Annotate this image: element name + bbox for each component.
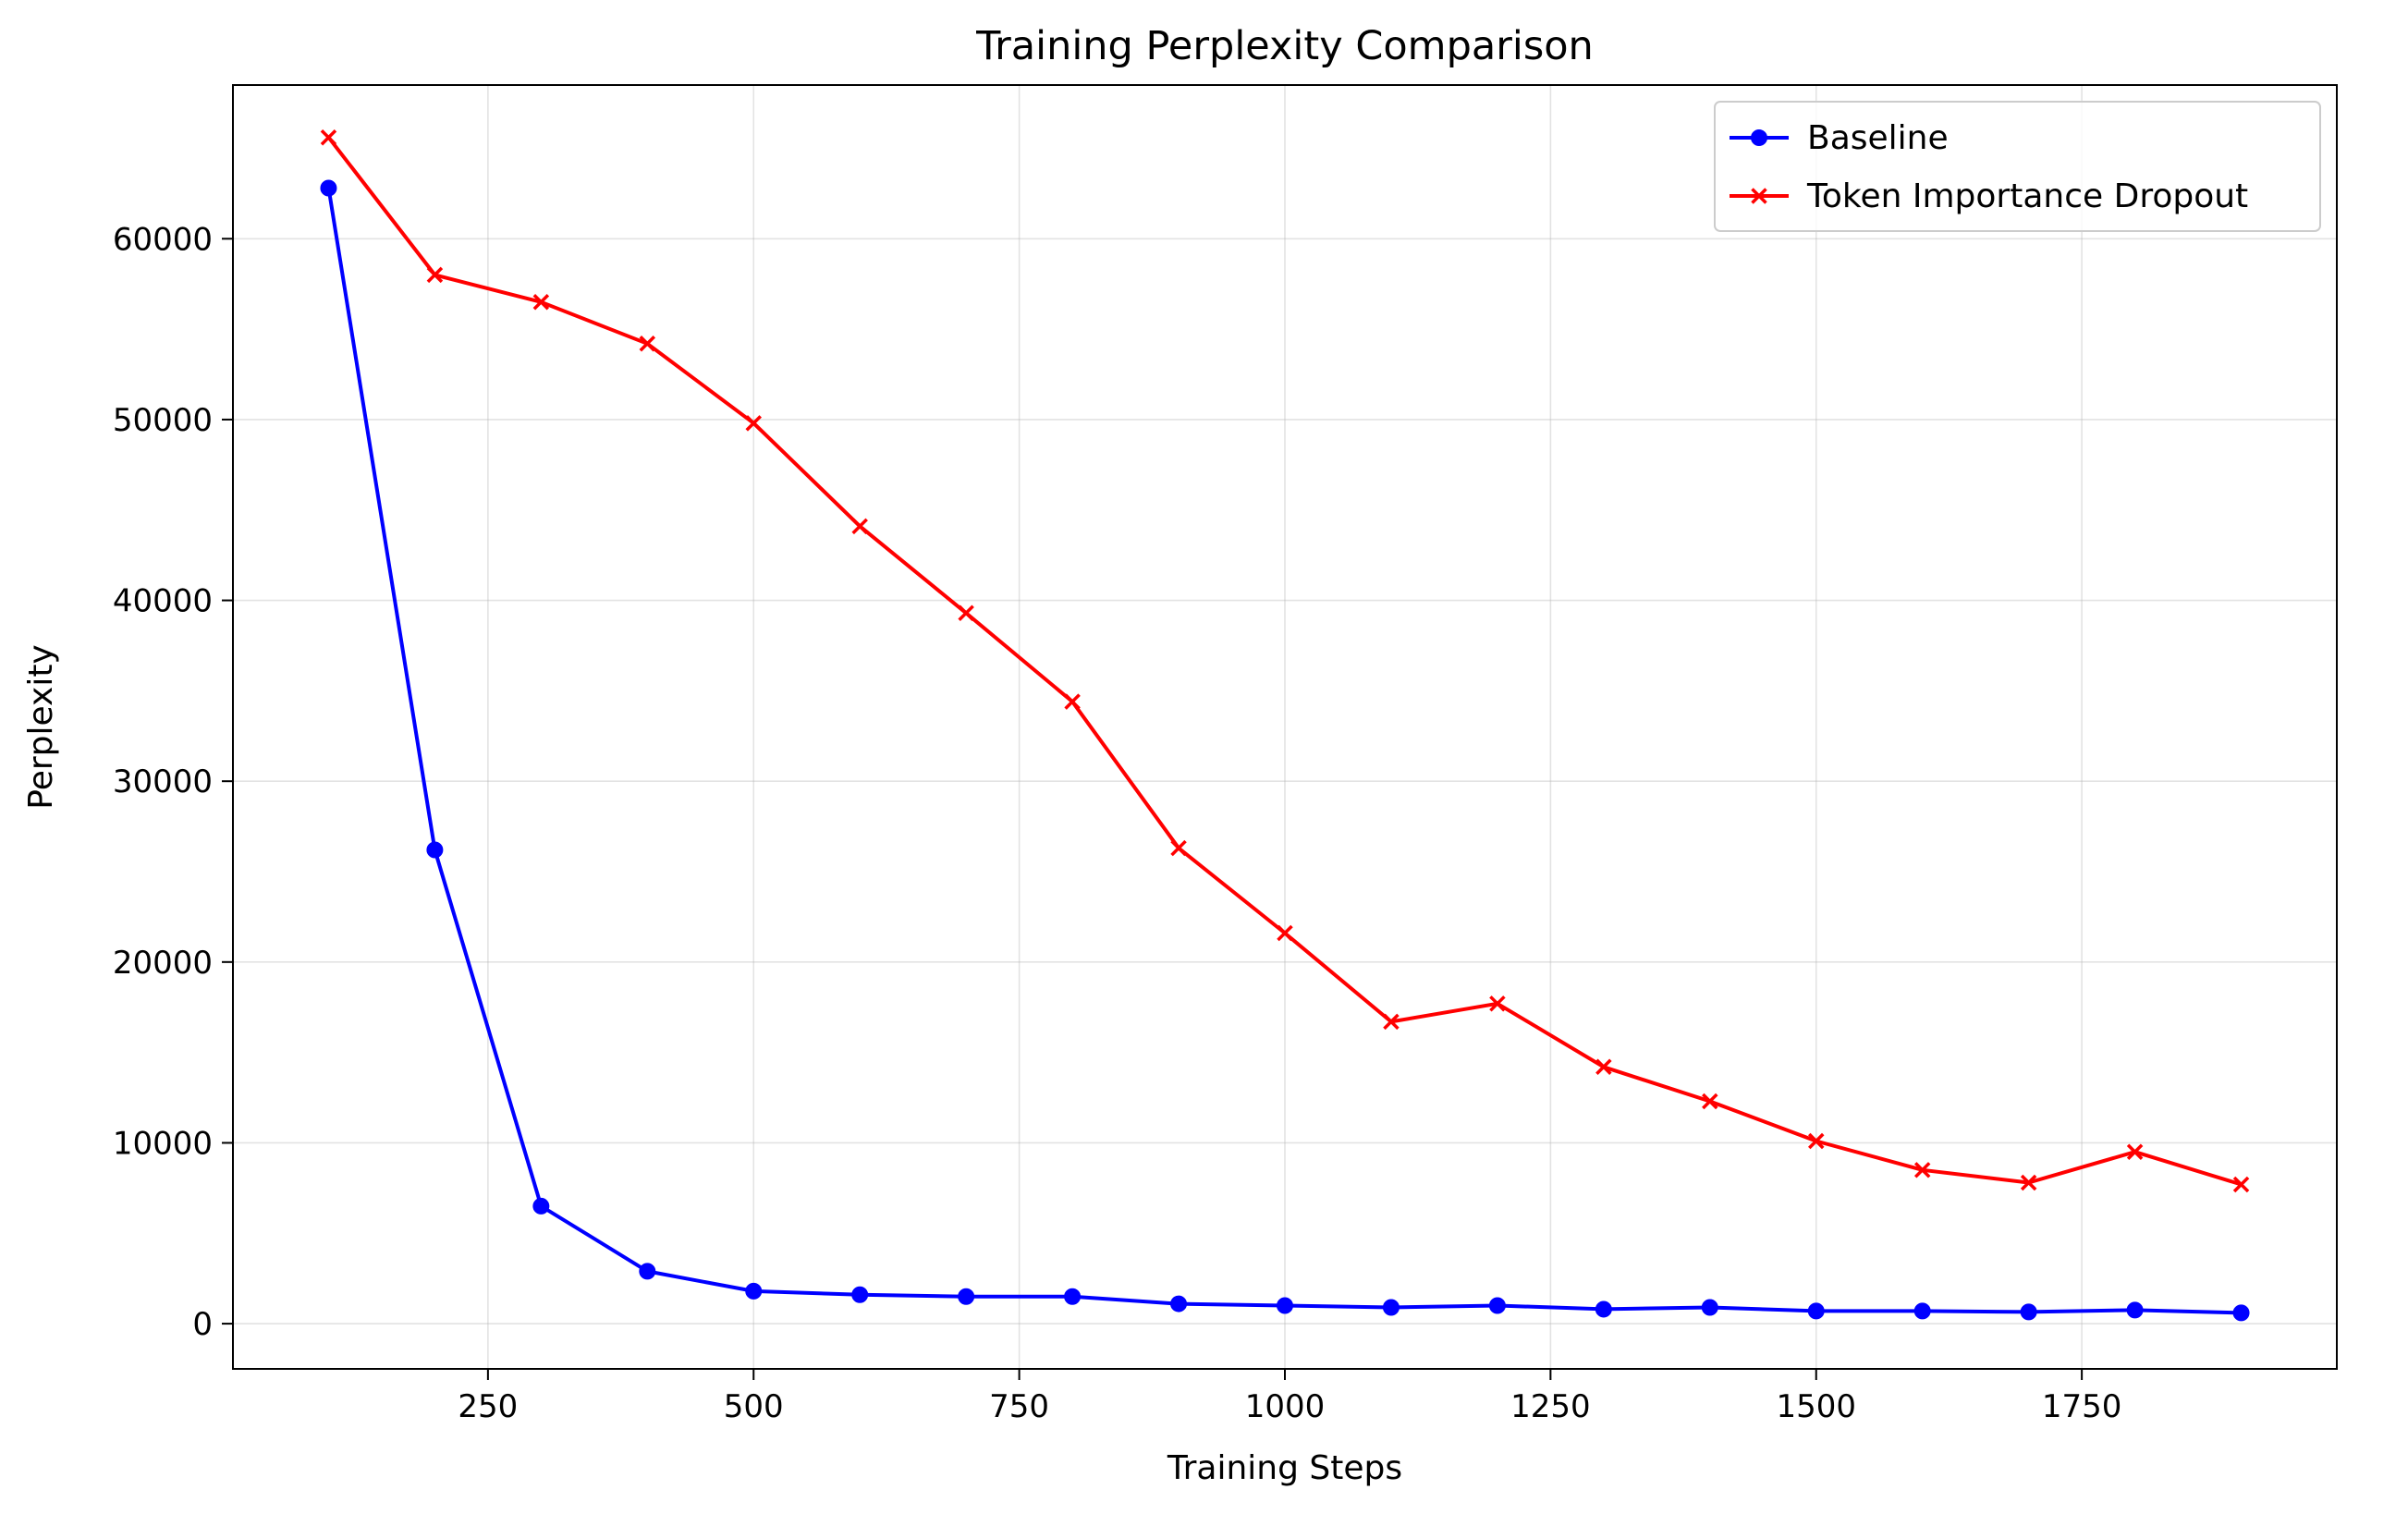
data-point <box>2232 1304 2250 1322</box>
data-point <box>320 128 337 146</box>
data-point <box>745 1282 763 1300</box>
axis-ticks: 250 500 750 1000 1250 1500 1750 0 10000 20000 3000… <box>113 221 2122 1425</box>
data-point <box>1595 1058 1612 1076</box>
data-point <box>1702 1093 1718 1110</box>
data-point <box>851 1286 869 1303</box>
data-point <box>958 1288 975 1305</box>
series-layer <box>320 128 2250 1322</box>
data-point <box>2232 1176 2250 1193</box>
data-point <box>851 518 868 535</box>
y-axis-label: Perplexity <box>22 644 60 809</box>
data-point <box>745 415 762 432</box>
data-point <box>958 604 974 621</box>
data-point <box>1807 1302 1825 1320</box>
legend-label: Baseline <box>1807 119 1949 157</box>
data-point <box>1595 1300 1612 1318</box>
legend-box <box>1714 101 2321 232</box>
y-tick-label: 10000 <box>113 1125 213 1162</box>
y-tick-label: 30000 <box>113 763 213 800</box>
x-tick-label: 1750 <box>2042 1388 2122 1425</box>
legend-label: Token Importance Dropout <box>1806 177 2248 215</box>
x-axis-label: Training Steps <box>1167 1449 1402 1487</box>
x-tick-label: 500 <box>724 1388 784 1425</box>
data-point <box>1383 1013 1400 1031</box>
legend-item: Token Importance Dropout <box>1730 177 2248 215</box>
y-tick-label: 0 <box>192 1306 213 1343</box>
data-point <box>2126 1143 2144 1160</box>
data-point <box>1277 924 1293 942</box>
data-point <box>532 294 550 311</box>
data-point <box>2126 1301 2144 1319</box>
data-point <box>532 1197 550 1215</box>
x-tick-label: 250 <box>458 1388 518 1425</box>
x-tick-label: 1000 <box>1245 1388 1326 1425</box>
y-tick-label: 40000 <box>113 583 213 620</box>
legend-marker <box>1751 188 1767 204</box>
y-tick-label: 60000 <box>113 221 213 258</box>
series-token-importance-dropout <box>320 128 2250 1193</box>
data-point <box>1489 995 1506 1012</box>
data-point <box>1170 1295 1188 1313</box>
series-baseline <box>320 179 2250 1322</box>
y-tick-label: 20000 <box>113 945 213 982</box>
chart-title: Training Perplexity Comparison <box>975 23 1594 69</box>
grid-lines <box>233 85 2337 1369</box>
data-point <box>1170 839 1187 857</box>
legend-marker <box>1751 129 1767 146</box>
data-point <box>426 841 444 859</box>
y-tick-label: 50000 <box>113 402 213 439</box>
data-point <box>1064 1288 1082 1305</box>
data-point <box>426 266 444 284</box>
data-point <box>2020 1174 2037 1191</box>
data-point <box>639 1263 656 1280</box>
data-point <box>639 336 656 352</box>
data-point <box>1488 1297 1506 1314</box>
data-point <box>1382 1299 1400 1316</box>
x-tick-label: 1500 <box>1776 1388 1856 1425</box>
legend: Baseline Token Importance Dropout <box>1714 101 2321 232</box>
data-point <box>1913 1162 1931 1178</box>
x-tick-label: 1250 <box>1510 1388 1591 1425</box>
data-point <box>1064 693 1081 710</box>
data-point <box>1277 1297 1293 1314</box>
data-point <box>1808 1132 1825 1150</box>
legend-item: Baseline <box>1730 119 1949 157</box>
x-tick-label: 750 <box>989 1388 1049 1425</box>
data-point <box>1913 1302 1931 1320</box>
data-point <box>320 179 337 197</box>
data-point <box>1701 1299 1718 1316</box>
data-point <box>2020 1303 2037 1321</box>
